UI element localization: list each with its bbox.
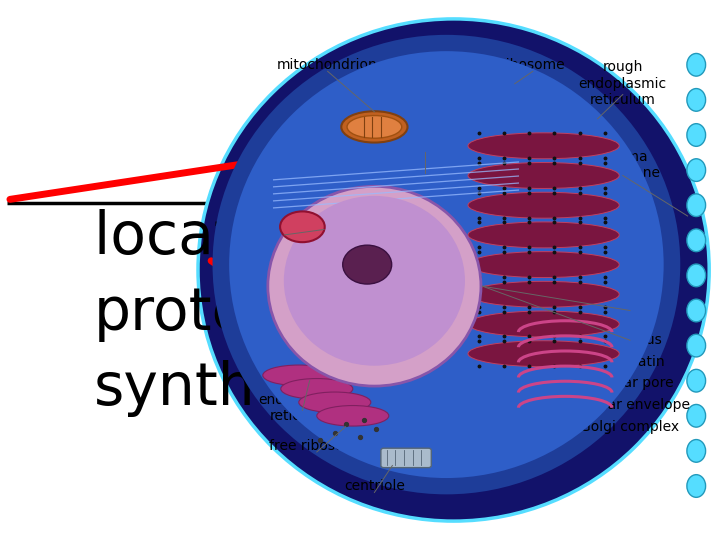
Ellipse shape: [687, 440, 706, 462]
Ellipse shape: [280, 212, 325, 242]
Text: protein: protein: [94, 285, 302, 342]
Ellipse shape: [687, 475, 706, 497]
Ellipse shape: [299, 392, 371, 413]
Ellipse shape: [468, 163, 619, 188]
Ellipse shape: [468, 133, 619, 159]
Ellipse shape: [687, 299, 706, 322]
Text: chromatin: chromatin: [595, 355, 665, 369]
Ellipse shape: [343, 245, 392, 284]
Ellipse shape: [687, 229, 706, 252]
Ellipse shape: [212, 35, 680, 494]
Text: location of: location of: [94, 209, 400, 266]
Text: free ribosome: free ribosome: [269, 438, 365, 453]
Ellipse shape: [468, 252, 619, 278]
Text: Golgi complex: Golgi complex: [580, 420, 680, 434]
Text: cytoplasm: cytoplasm: [389, 139, 461, 153]
FancyBboxPatch shape: [381, 448, 431, 468]
Text: lysosome: lysosome: [284, 228, 350, 242]
Ellipse shape: [468, 341, 619, 367]
Ellipse shape: [687, 124, 706, 146]
Ellipse shape: [281, 379, 353, 399]
Ellipse shape: [229, 51, 664, 478]
Text: nuclear pore: nuclear pore: [586, 376, 674, 390]
Text: ribosome: ribosome: [500, 58, 565, 72]
Ellipse shape: [468, 222, 619, 248]
Text: nucleus: nucleus: [603, 303, 657, 318]
Text: mitochondrion: mitochondrion: [277, 58, 378, 72]
Ellipse shape: [347, 116, 402, 138]
Ellipse shape: [687, 194, 706, 217]
Text: microtubules
(part of cytoskeleton): microtubules (part of cytoskeleton): [325, 177, 474, 207]
Ellipse shape: [198, 19, 709, 521]
Ellipse shape: [341, 111, 408, 143]
Ellipse shape: [468, 281, 619, 307]
Ellipse shape: [687, 159, 706, 181]
Text: centriole: centriole: [344, 479, 405, 493]
Ellipse shape: [468, 311, 619, 337]
Ellipse shape: [687, 334, 706, 357]
Text: synthesis: synthesis: [94, 360, 369, 417]
Ellipse shape: [687, 89, 706, 111]
Text: smooth
endoplasmic
reticulum: smooth endoplasmic reticulum: [258, 376, 346, 423]
Text: plasma
membrane: plasma membrane: [585, 150, 661, 180]
Ellipse shape: [317, 406, 389, 426]
Ellipse shape: [687, 53, 706, 76]
Text: nuclear envelope: nuclear envelope: [570, 398, 690, 412]
Ellipse shape: [468, 192, 619, 218]
Ellipse shape: [263, 365, 335, 386]
Ellipse shape: [687, 264, 706, 287]
Ellipse shape: [687, 369, 706, 392]
Ellipse shape: [687, 404, 706, 427]
Ellipse shape: [268, 186, 481, 386]
Text: nucleolus: nucleolus: [597, 333, 663, 347]
Ellipse shape: [284, 196, 465, 366]
Text: rough
endoplasmic
reticulum: rough endoplasmic reticulum: [579, 60, 667, 107]
